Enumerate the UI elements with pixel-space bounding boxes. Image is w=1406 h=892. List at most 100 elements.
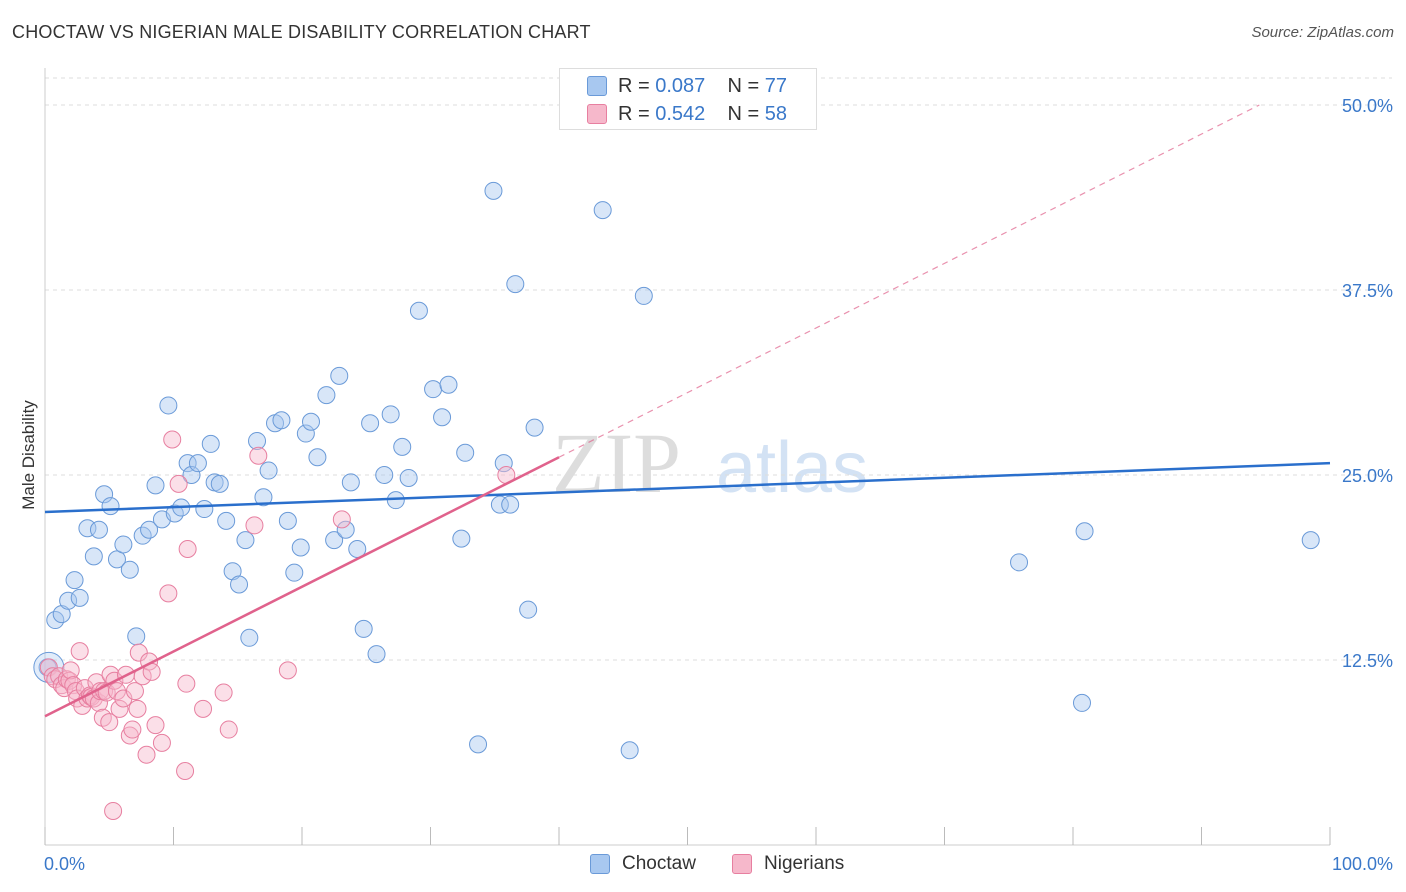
watermark-atlas: atlas — [716, 428, 868, 508]
source-label: Source: ZipAtlas.com — [1251, 24, 1394, 41]
nigerian-point — [176, 762, 195, 780]
legend-label-nigerian: Nigerians — [764, 853, 845, 874]
n-value: 58 — [764, 102, 788, 125]
nigerian-point — [214, 683, 233, 702]
legend-stats: R = 0.087 N = 77 R = 0.542 N = 58 — [559, 68, 817, 130]
choctaw-point — [634, 286, 653, 305]
trendlines — [44, 104, 1331, 718]
choctaw-point — [593, 201, 612, 220]
choctaw-point — [1072, 693, 1091, 712]
choctaw-point — [336, 520, 355, 539]
choctaw-point — [433, 408, 452, 427]
watermark-zip: ZIP — [552, 415, 681, 511]
choctaw-point — [424, 380, 443, 399]
y-axis-label: Male Disability — [19, 400, 38, 510]
choctaw-point — [1010, 553, 1029, 572]
nigerian-point — [110, 699, 129, 718]
nigerian-point — [194, 699, 213, 718]
choctaw-point — [325, 531, 344, 550]
choctaw-point — [354, 619, 373, 638]
nigerian-point — [137, 745, 156, 764]
nigerian-trendline-extension — [558, 104, 1260, 458]
choctaw-point — [127, 627, 146, 646]
x-tick-labels: 0.0% 100.0% — [44, 854, 1393, 874]
choctaw-point — [296, 424, 315, 443]
axes — [44, 68, 1331, 846]
watermark: ZIP atlas — [552, 415, 868, 511]
n-label: N = — [727, 102, 765, 125]
choctaw-point — [525, 418, 544, 437]
y-tick-labels: 12.5% 25.0% 37.5% 50.0% — [1342, 96, 1393, 671]
choctaw-point — [494, 454, 513, 473]
choctaw-point — [240, 628, 259, 647]
choctaw-point — [375, 466, 394, 484]
choctaw-point — [439, 375, 458, 394]
choctaw-point — [506, 275, 525, 294]
choctaw-point — [278, 511, 297, 530]
choctaw-point — [140, 520, 159, 539]
nigerian-point — [39, 658, 58, 677]
choctaw-point — [409, 301, 428, 320]
nigerian-point — [332, 510, 351, 529]
choctaw-point — [182, 466, 201, 484]
choctaw-point — [84, 547, 103, 566]
legend-label-choctaw: Choctaw — [622, 853, 696, 874]
chart-title: CHOCTAW VS NIGERIAN MALE DISABILITY CORR… — [12, 22, 591, 42]
choctaw-point — [452, 529, 471, 548]
nigerian-point — [177, 674, 196, 693]
choctaw-point — [1075, 522, 1094, 541]
choctaw-point — [519, 600, 538, 619]
y-tick-label: 12.5% — [1342, 651, 1393, 671]
choctaw-point — [114, 535, 133, 554]
choctaw-point — [367, 645, 386, 664]
r-value: 0.542 — [655, 102, 706, 125]
choctaw-point — [285, 563, 304, 582]
nigerian-point — [100, 713, 119, 732]
choctaw-point — [291, 538, 310, 557]
choctaw-point — [490, 495, 509, 514]
legend-item-choctaw[interactable]: Choctaw — [590, 852, 696, 876]
choctaw-point — [308, 448, 327, 467]
choctaw-point — [195, 500, 214, 519]
choctaw-point — [59, 591, 78, 610]
nigerian-point — [169, 474, 188, 493]
r-label: R = — [618, 74, 656, 97]
choctaw-point — [386, 491, 405, 510]
nigerian-point — [129, 643, 148, 662]
legend-item-nigerian[interactable]: Nigerians — [732, 852, 844, 876]
nigerian-swatch — [732, 854, 752, 874]
choctaw-point — [210, 474, 229, 493]
nigerian-point — [278, 661, 297, 680]
y-tick-label: 37.5% — [1342, 281, 1393, 301]
nigerian-point — [159, 584, 178, 603]
choctaw-point — [361, 414, 380, 433]
nigerian-point — [219, 720, 238, 739]
nigerian-trendline — [44, 456, 560, 718]
n-label: N = — [727, 74, 765, 97]
choctaw-point — [217, 511, 236, 530]
choctaw-point — [33, 651, 65, 683]
y-tick-label: 50.0% — [1342, 96, 1393, 116]
choctaw-point — [159, 396, 178, 415]
nigerian-point — [104, 801, 123, 820]
choctaw-point — [501, 495, 520, 514]
x-tick-label: 0.0% — [44, 854, 85, 874]
choctaw-point — [381, 405, 400, 424]
gridlines — [45, 77, 1392, 661]
choctaw-point — [272, 411, 291, 430]
choctaw-point — [399, 468, 418, 487]
choctaw-swatch — [587, 76, 607, 96]
r-label: R = — [618, 102, 656, 125]
nigerian-swatch — [587, 104, 607, 124]
choctaw-trendline — [44, 461, 1331, 514]
choctaw-point — [259, 461, 278, 480]
choctaw-point — [620, 741, 639, 760]
nigerian-point — [125, 682, 144, 701]
nigerian-point — [152, 733, 171, 752]
choctaw-point — [469, 735, 488, 754]
y-tick-label: 25.0% — [1342, 466, 1393, 486]
choctaw-point — [317, 386, 336, 405]
choctaw-point — [178, 454, 197, 473]
nigerian-point — [61, 661, 80, 680]
